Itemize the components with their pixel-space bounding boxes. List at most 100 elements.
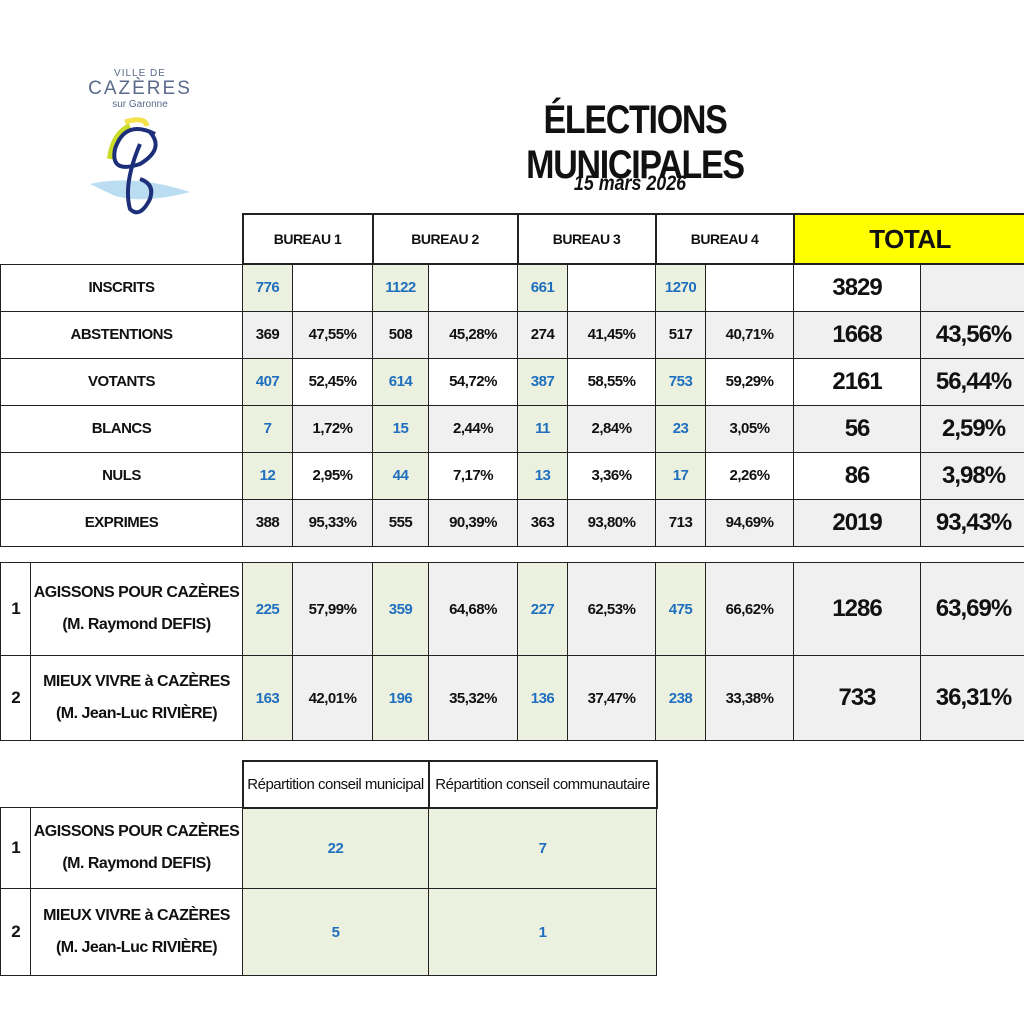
- percent-cell: 1,72%: [291, 404, 374, 453]
- count-cell: 363: [517, 498, 569, 547]
- count-cell: 7: [242, 404, 293, 453]
- row-label: INSCRITS: [0, 263, 243, 312]
- total-count: 56: [793, 404, 922, 453]
- votes-cell: 475: [655, 562, 706, 656]
- count-cell: 23: [655, 404, 707, 453]
- count-cell: 555: [372, 498, 430, 547]
- count-cell: 1122: [372, 263, 430, 312]
- list-number: 1: [0, 562, 31, 656]
- percent-cell: 35,32%: [428, 655, 518, 741]
- percent-cell: 3,36%: [567, 451, 657, 500]
- count-cell: 15: [372, 404, 430, 453]
- count-cell: 713: [655, 498, 707, 547]
- list-name: MIEUX VIVRE à CAZÈRES: [43, 673, 230, 690]
- percent-cell: 93,80%: [567, 498, 657, 547]
- percent-cell: [428, 263, 519, 312]
- total-percent: 93,43%: [920, 498, 1024, 547]
- total-percent: 63,69%: [920, 562, 1024, 656]
- votes-cell: 227: [517, 562, 568, 656]
- count-cell: 44: [372, 451, 430, 500]
- count-cell: 17: [655, 451, 707, 500]
- seats-table: Répartition conseil municipal Répartition…: [0, 760, 658, 976]
- count-cell: 661: [517, 263, 569, 312]
- percent-cell: 3,05%: [705, 404, 795, 453]
- communautaire-seats: 1: [428, 888, 657, 976]
- list-name: MIEUX VIVRE à CAZÈRES: [43, 907, 230, 924]
- list-name-cell: AGISSONS POUR CAZÈRES (M. Raymond DEFIS): [30, 562, 243, 656]
- percent-cell: [567, 263, 657, 312]
- header-row: BUREAU 1 BUREAU 2 BUREAU 3 BUREAU 4 TOTAL: [1, 213, 1024, 265]
- candidate-row: 2 MIEUX VIVRE à CAZÈRES (M. Jean-Luc RIVIÈ…: [0, 655, 1024, 741]
- percent-cell: 64,68%: [428, 562, 518, 656]
- list-name-cell: AGISSONS POUR CAZÈRES (M. Raymond DEFIS): [30, 807, 243, 889]
- list-head: (M. Jean-Luc RIVIÈRE): [55, 939, 218, 956]
- row-label: VOTANTS: [0, 357, 243, 406]
- total-count: 86: [793, 451, 922, 500]
- election-date: 15 mars 2026: [573, 172, 687, 195]
- count-cell: 753: [655, 357, 707, 406]
- seats-header-row: Répartition conseil municipal Répartition…: [1, 760, 658, 809]
- total-percent: [920, 263, 1024, 312]
- count-cell: 13: [517, 451, 569, 500]
- count-cell: 11: [517, 404, 569, 453]
- percent-cell: 2,95%: [291, 451, 374, 500]
- percent-cell: 2,84%: [567, 404, 657, 453]
- list-name: AGISSONS POUR CAZÈRES: [33, 584, 240, 601]
- total-count: 3829: [793, 263, 922, 312]
- bureau-header: BUREAU 2: [371, 213, 519, 265]
- percent-cell: 7,17%: [428, 451, 519, 500]
- total-percent: 36,31%: [920, 655, 1024, 741]
- count-cell: 274: [517, 310, 569, 359]
- percent-cell: 2,44%: [428, 404, 519, 453]
- votes-cell: 136: [517, 655, 568, 741]
- table-row: ABSTENTIONS 369 47,55% 508 45,28% 274 41,45% 51…: [0, 310, 1024, 359]
- table-row: INSCRITS 776 1122 661 1270 3829: [0, 263, 1024, 312]
- percent-cell: 90,39%: [428, 498, 519, 547]
- count-cell: 1270: [655, 263, 707, 312]
- percent-cell: 62,53%: [567, 562, 656, 656]
- table-row: NULS 12 2,95% 44 7,17% 13 3,36% 17 2,26% 86 3,98%: [0, 451, 1024, 500]
- results-table: BUREAU 1 BUREAU 2 BUREAU 3 BUREAU 4 TOTAL INS…: [0, 213, 1024, 547]
- logo-line-2: CAZÈRES: [88, 78, 192, 99]
- list-number: 1: [0, 807, 31, 889]
- count-cell: 12: [242, 451, 293, 500]
- town-logo: VILLE DE CAZÈRES sur Garonne: [80, 68, 200, 224]
- percent-cell: 47,55%: [291, 310, 374, 359]
- percent-cell: 58,55%: [567, 357, 657, 406]
- count-cell: 388: [242, 498, 293, 547]
- list-number: 2: [0, 888, 31, 976]
- total-percent: 56,44%: [920, 357, 1024, 406]
- list-head: (M. Jean-Luc RIVIÈRE): [55, 705, 218, 722]
- percent-cell: 95,33%: [291, 498, 374, 547]
- municipal-seats: 22: [242, 807, 429, 889]
- table-row: VOTANTS 407 52,45% 614 54,72% 387 58,55% 753 59,…: [0, 357, 1024, 406]
- percent-cell: 94,69%: [705, 498, 795, 547]
- list-head: (M. Raymond DEFIS): [62, 855, 211, 872]
- list-head: (M. Raymond DEFIS): [62, 616, 211, 633]
- percent-cell: 41,45%: [567, 310, 657, 359]
- municipal-seats: 5: [242, 888, 429, 976]
- seats-header: Répartition conseil communautaire: [427, 760, 658, 809]
- percent-cell: 59,29%: [705, 357, 795, 406]
- votes-cell: 359: [372, 562, 429, 656]
- bureau-header: BUREAU 3: [516, 213, 657, 265]
- total-count: 1668: [793, 310, 922, 359]
- empty-corner: [1, 214, 243, 264]
- percent-cell: 37,47%: [567, 655, 656, 741]
- count-cell: 369: [242, 310, 293, 359]
- table-row: BLANCS 7 1,72% 15 2,44% 11 2,84% 23 3,05% 56 2,59%: [0, 404, 1024, 453]
- list-name: AGISSONS POUR CAZÈRES: [33, 823, 240, 840]
- total-count: 2019: [793, 498, 922, 547]
- count-cell: 508: [372, 310, 430, 359]
- total-percent: 43,56%: [920, 310, 1024, 359]
- bureau-header: BUREAU 4: [654, 213, 795, 265]
- percent-cell: 54,72%: [428, 357, 519, 406]
- communautaire-seats: 7: [428, 807, 657, 889]
- count-cell: 517: [655, 310, 707, 359]
- count-cell: 776: [242, 263, 293, 312]
- percent-cell: 66,62%: [705, 562, 794, 656]
- percent-cell: 40,71%: [705, 310, 795, 359]
- logo-line-1: VILLE DE: [114, 68, 166, 79]
- total-votes: 733: [793, 655, 921, 741]
- votes-cell: 238: [655, 655, 706, 741]
